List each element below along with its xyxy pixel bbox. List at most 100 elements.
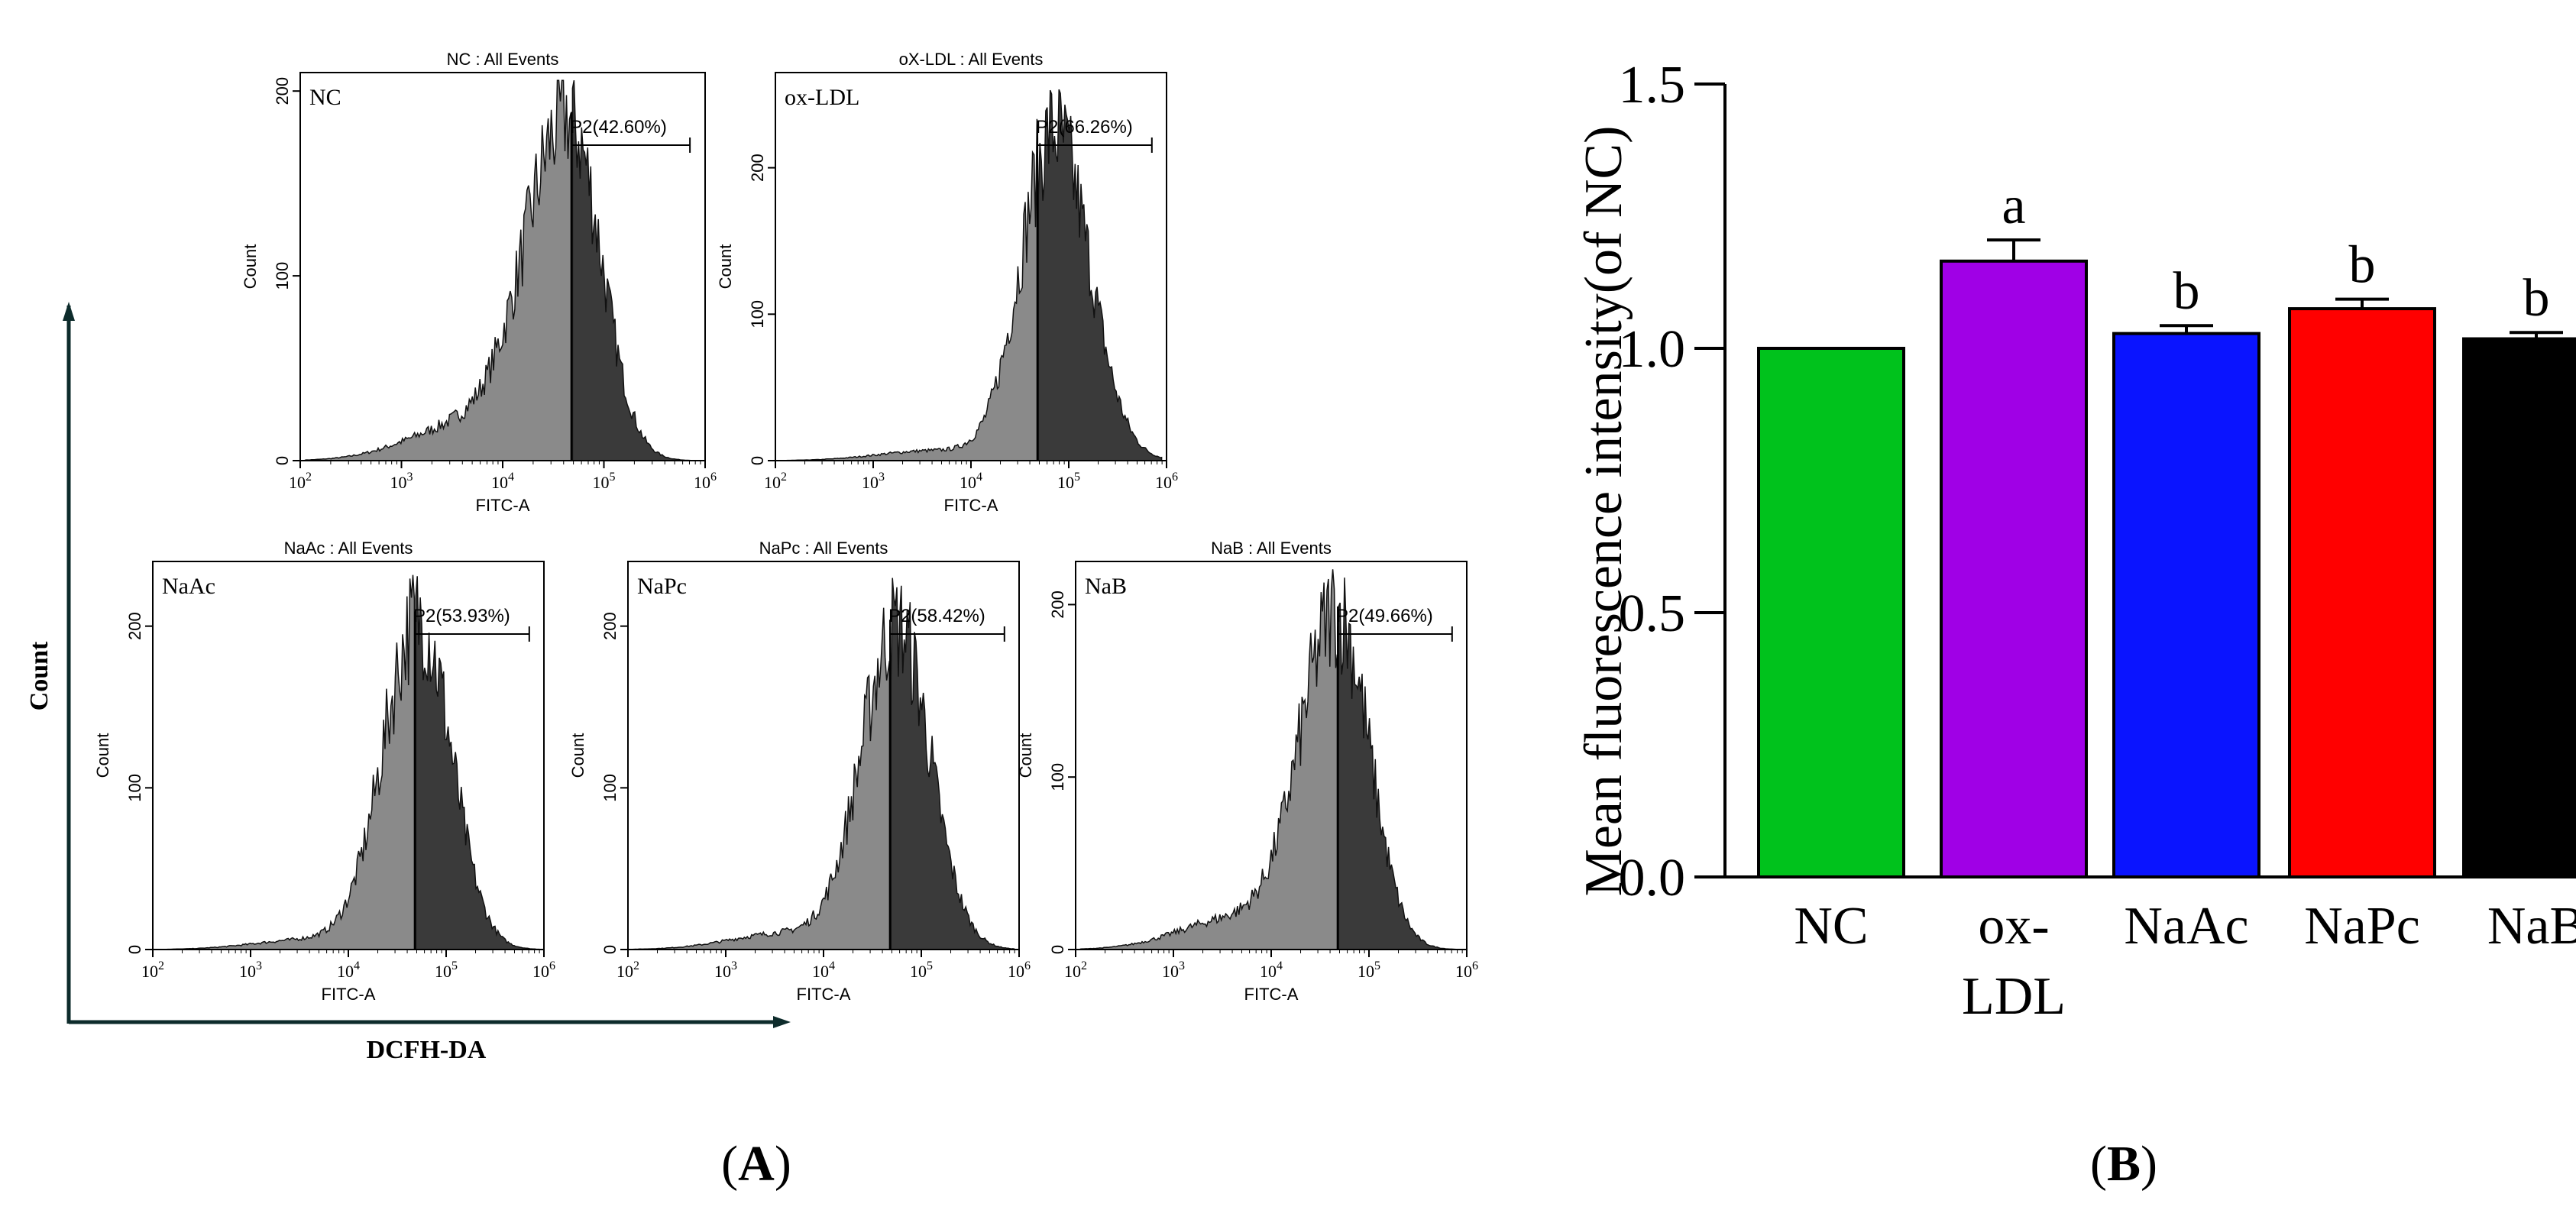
bar-y-tick-label: 0.0: [1619, 849, 1686, 908]
significance-letter: b: [2173, 262, 2200, 321]
x-tick-exponent: 4: [508, 471, 514, 484]
x-tick-exponent: 5: [1074, 471, 1080, 484]
x-tick-label: 102: [616, 959, 639, 981]
x-tick-base: 10: [1155, 473, 1172, 492]
bar-y-tick-label: 0.5: [1619, 584, 1686, 643]
x-tick-base: 10: [1057, 473, 1074, 492]
x-tick-label: 105: [1057, 471, 1080, 492]
x-tick-base: 10: [960, 473, 976, 492]
panel-a-x-arrowhead: [773, 1016, 791, 1028]
x-tick-exponent: 4: [1277, 959, 1283, 972]
x-tick-label: 104: [1260, 959, 1283, 981]
x-tick-label: 103: [714, 959, 737, 981]
panel-a-label: (A): [721, 1136, 791, 1192]
x-tick-exponent: 2: [1081, 959, 1087, 972]
category-label: NaAc: [2124, 897, 2248, 956]
x-tick-label: 103: [1162, 959, 1185, 981]
x-tick-label: 105: [593, 471, 616, 492]
y-axis-label: Count: [716, 244, 735, 290]
x-axis-label: FITC-A: [1244, 985, 1299, 1004]
x-tick-label: 103: [239, 959, 262, 981]
y-axis-label: Count: [1016, 733, 1035, 778]
y-tick-label: 200: [125, 612, 144, 640]
x-axis-label: FITC-A: [797, 985, 851, 1004]
x-tick-base: 10: [239, 962, 256, 981]
gate-label: P2(42.60%): [570, 117, 667, 138]
x-tick-base: 10: [337, 962, 354, 981]
x-tick-label: 102: [1064, 959, 1087, 981]
x-tick-base: 10: [694, 473, 710, 492]
gate-label: P2(53.93%): [413, 606, 510, 626]
x-tick-base: 10: [491, 473, 508, 492]
x-tick-label: 103: [862, 471, 885, 492]
x-tick-label: 102: [289, 471, 312, 492]
sample-label: ox-LDL: [785, 85, 859, 110]
category-label: ox-: [1978, 897, 2049, 956]
x-tick-label: 105: [1358, 959, 1380, 981]
category-label: NaB: [2487, 897, 2576, 956]
x-tick-base: 10: [1358, 962, 1374, 981]
x-tick-base: 10: [1260, 962, 1277, 981]
bar-naac: [2112, 332, 2260, 878]
x-tick-exponent: 2: [633, 959, 639, 972]
x-axis-label: FITC-A: [322, 985, 376, 1004]
y-tick-label: 200: [600, 612, 620, 640]
y-tick-label: 100: [600, 774, 620, 802]
y-tick-label: 0: [273, 456, 292, 465]
bar-y-tick-label: 1.0: [1619, 320, 1686, 379]
bar-nab: [2462, 337, 2576, 878]
y-tick-label: 100: [273, 262, 292, 290]
panel-b-bar-chart: 0.0 0.5 1.0 1.5 Mean fluorescence intensity(…: [1574, 56, 2576, 1026]
x-tick-base: 10: [910, 962, 927, 981]
y-tick-label: 100: [748, 300, 767, 328]
category-label: NaPc: [2304, 897, 2420, 956]
x-tick-base: 10: [862, 473, 879, 492]
significance-letter: a: [2002, 176, 2025, 235]
x-tick-exponent: 5: [927, 959, 933, 972]
panel-b-label: (B): [2090, 1136, 2157, 1192]
histogram-ungated-area: [1079, 569, 1338, 950]
x-tick-exponent: 6: [1472, 959, 1478, 972]
x-tick-label: 106: [532, 959, 555, 981]
x-tick-exponent: 4: [354, 959, 360, 972]
panel-a-y-arrowhead: [63, 302, 75, 321]
bar-y-axis-label: Mean fluorescence intensity(of NC): [1574, 126, 1633, 897]
histogram-ungated-area: [157, 574, 416, 950]
x-tick-exponent: 6: [549, 959, 555, 972]
y-tick-label: 100: [1048, 763, 1067, 791]
histogram-plot-naac: NaAc : All Events NaAc P2(53.93%) 0 100 200 Co…: [93, 539, 555, 1004]
sample-label: NC: [309, 85, 341, 110]
x-tick-label: 106: [1155, 471, 1178, 492]
histogram-plot-nab: NaB : All Events NaB P2(49.66%) 0 100 200 Coun…: [1016, 539, 1478, 1004]
x-tick-exponent: 3: [731, 959, 737, 972]
sample-label: NaB: [1085, 574, 1127, 599]
histogram-title: oX-LDL : All Events: [899, 50, 1044, 69]
x-tick-label: 106: [1008, 959, 1031, 981]
x-tick-base: 10: [616, 962, 633, 981]
bar-ox-ldl: [1940, 259, 2088, 878]
y-axis-label: Count: [93, 733, 112, 778]
histogram-title: NaB : All Events: [1211, 539, 1332, 558]
x-tick-exponent: 5: [1374, 959, 1380, 972]
histogram-plot-napc: NaPc : All Events NaPc P2(58.42%) 0 100 200 Co…: [568, 539, 1031, 1004]
x-tick-exponent: 5: [610, 471, 616, 484]
bar-napc: [2288, 307, 2436, 879]
significance-letter: b: [2349, 236, 2376, 295]
x-tick-exponent: 3: [407, 471, 413, 484]
x-tick-base: 10: [764, 473, 781, 492]
x-tick-exponent: 6: [1172, 471, 1178, 484]
gate-label: P2(49.66%): [1336, 606, 1433, 626]
x-tick-base: 10: [289, 473, 306, 492]
x-tick-exponent: 6: [1024, 959, 1031, 972]
histogram-gated-area: [890, 578, 1015, 950]
x-tick-label: 105: [435, 959, 458, 981]
histogram-title: NaAc : All Events: [284, 539, 413, 558]
x-tick-label: 106: [1455, 959, 1478, 981]
sample-label: NaAc: [162, 574, 215, 599]
x-tick-base: 10: [714, 962, 731, 981]
y-axis-label: Count: [568, 733, 587, 778]
x-tick-base: 10: [1064, 962, 1081, 981]
x-tick-label: 106: [694, 471, 717, 492]
panel-a-y-axis-title: Count: [25, 641, 53, 710]
histogram-gated-area: [1338, 578, 1463, 950]
